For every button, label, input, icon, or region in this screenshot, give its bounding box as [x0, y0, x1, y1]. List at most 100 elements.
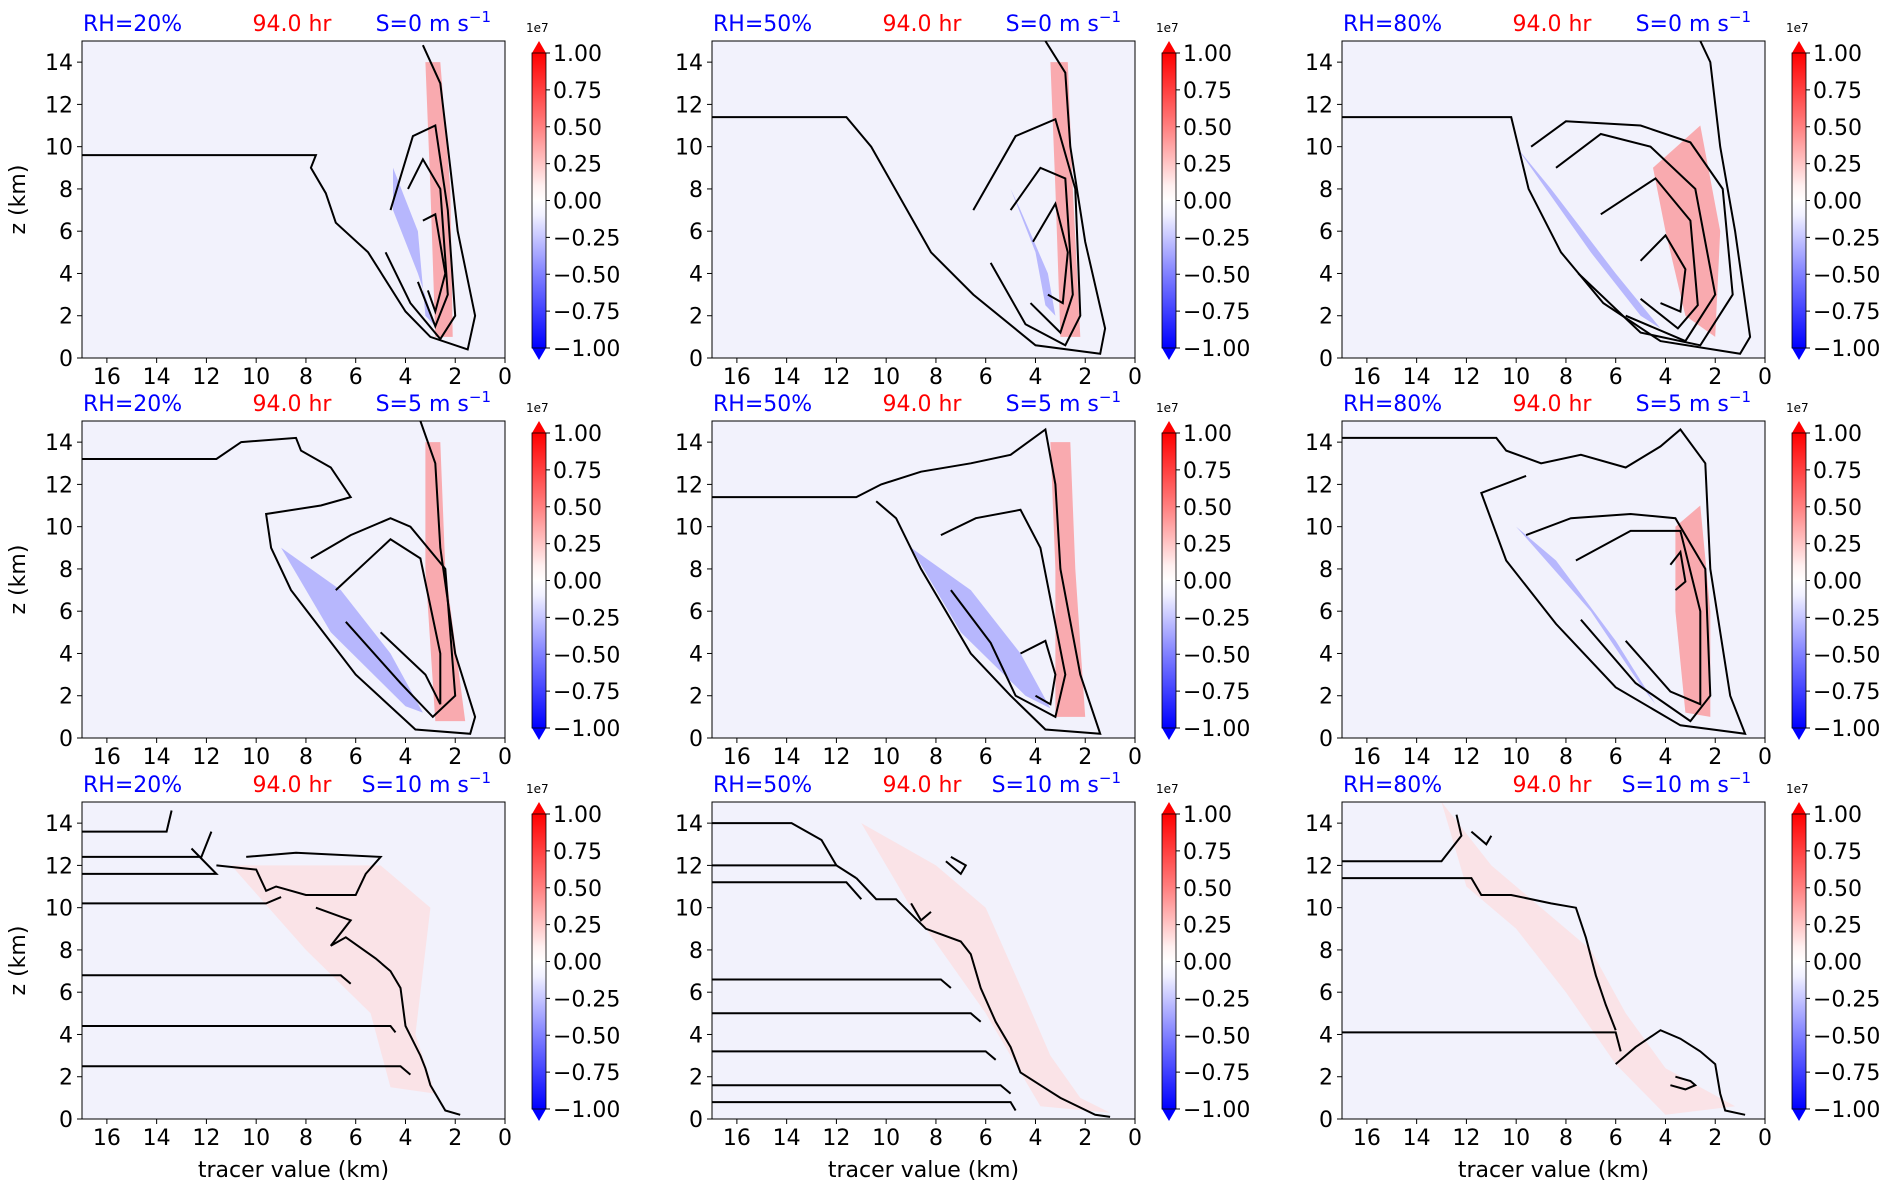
- x-tick-label: 4: [1028, 745, 1042, 770]
- x-tick-label: 2: [1078, 365, 1092, 390]
- title-rh: RH=50%: [713, 773, 812, 798]
- y-tick-label: 8: [59, 178, 73, 203]
- x-tick-label: 14: [773, 745, 801, 770]
- colorbar-tick-label: 0.00: [1813, 190, 1862, 215]
- x-tick-label: 2: [1078, 745, 1092, 770]
- plot-area: [712, 802, 1135, 1119]
- y-tick-label: 4: [59, 262, 73, 287]
- colorbar-scale-label: 1e7: [1786, 401, 1809, 415]
- colorbar-tick-label: −0.25: [1183, 226, 1250, 251]
- y-tick-label: 12: [45, 473, 73, 498]
- contour-line: [910, 902, 932, 922]
- colorbar-tick-label: 0.75: [553, 459, 602, 484]
- colorbar-scale-label: 1e7: [1786, 21, 1809, 35]
- contour-line: [1615, 1029, 1746, 1116]
- colorbar-tick-label: 0.50: [553, 496, 602, 521]
- x-tick-label: 16: [1353, 1126, 1381, 1151]
- contour-line: [1530, 120, 1734, 347]
- x-tick-label: 6: [1609, 1126, 1623, 1151]
- y-tick-label: 6: [59, 600, 73, 625]
- colorbar-tick-label: 0.75: [1183, 79, 1232, 104]
- colorbar-tick-label: 1.00: [1183, 803, 1232, 828]
- x-tick-label: 4: [1028, 1126, 1042, 1151]
- x-tick-label: 0: [1128, 365, 1142, 390]
- x-tick-label: 14: [143, 365, 171, 390]
- colorbar-scale-label: 1e7: [1786, 782, 1809, 796]
- colorbar-extend-max: [1792, 802, 1806, 814]
- y-tick-label: 0: [1319, 347, 1333, 372]
- contour-line: [712, 1101, 1017, 1112]
- title-time: 94.0 hr: [1513, 12, 1593, 37]
- y-axis-label: z (km): [6, 165, 31, 235]
- colorbar-scale-label: 1e7: [526, 782, 549, 796]
- colorbar-tick-label: −0.75: [553, 300, 620, 325]
- contour-line: [216, 851, 383, 896]
- colorbar-tick-label: 0.00: [1813, 951, 1862, 976]
- title-rh: RH=80%: [1343, 773, 1442, 798]
- colorbar-tick-label: −1.00: [1183, 1098, 1250, 1123]
- title-rh: RH=20%: [83, 773, 182, 798]
- y-tick-label: 6: [689, 600, 703, 625]
- colorbar-tick-label: −0.75: [1183, 680, 1250, 705]
- colorbar-tick-label: 0.50: [1813, 496, 1862, 521]
- x-tick-label: 2: [1708, 365, 1722, 390]
- x-tick-label: 4: [1028, 365, 1042, 390]
- colorbar: [1162, 814, 1176, 1109]
- colorbar-tick-label: −0.25: [553, 226, 620, 251]
- panel-6: 16 14 12 10 8 6 4 2 0 0 2 4 6 8 10 12 14 RH=80% 94.0 hr S=5…: [1305, 388, 1880, 770]
- contour-line: [1670, 1075, 1698, 1091]
- axes-frame: [711, 40, 1136, 359]
- colorbar-extend-min: [1162, 1109, 1176, 1121]
- colorbar-tick-label: 1.00: [1813, 803, 1862, 828]
- x-tick-label: 8: [299, 365, 313, 390]
- y-tick-label: 2: [689, 685, 703, 710]
- y-tick-label: 0: [1319, 1108, 1333, 1133]
- colorbar-tick-label: −0.75: [553, 1061, 620, 1086]
- y-tick-label: 4: [689, 262, 703, 287]
- colorbar-scale-label: 1e7: [1156, 401, 1179, 415]
- contour-line: [712, 1050, 997, 1061]
- y-tick-label: 6: [1319, 981, 1333, 1006]
- x-tick-label: 10: [872, 365, 900, 390]
- x-tick-label: 0: [1758, 365, 1772, 390]
- colorbar-tick-label: −1.00: [553, 337, 620, 362]
- title-shear: S=5 m s−1: [376, 388, 491, 417]
- title-rh: RH=20%: [83, 392, 182, 417]
- colorbar-tick-label: −0.75: [1813, 1061, 1880, 1086]
- x-tick-label: 4: [398, 745, 412, 770]
- colorbar-tick-label: −0.50: [1813, 643, 1880, 668]
- y-tick-label: 4: [689, 1023, 703, 1048]
- title-time: 94.0 hr: [253, 12, 333, 37]
- contour-line: [712, 1012, 982, 1023]
- colorbar-tick-label: 0.00: [553, 190, 602, 215]
- y-tick-label: 6: [1319, 220, 1333, 245]
- contour-line: [1525, 512, 1712, 723]
- y-tick-label: 10: [1305, 136, 1333, 161]
- y-tick-label: 2: [1319, 685, 1333, 710]
- x-tick-label: 12: [192, 365, 220, 390]
- contour-line: [1555, 132, 1717, 343]
- contour-line: [712, 1084, 1012, 1095]
- x-tick-label: 16: [93, 1126, 121, 1151]
- contour-line: [1669, 549, 1687, 591]
- y-tick-label: 8: [59, 939, 73, 964]
- axes-frame: [711, 801, 1136, 1120]
- x-axis-label: tracer value (km): [828, 1158, 1019, 1183]
- colorbar-tick-label: 0.25: [1813, 914, 1862, 939]
- title-time: 94.0 hr: [253, 773, 333, 798]
- panel-1: 16 14 12 10 8 6 4 2 0 0 2 4 6 8 10 12 14 z (km) RH=20% 94.0…: [6, 8, 620, 390]
- y-tick-label: 14: [1305, 431, 1333, 456]
- x-tick-label: 6: [349, 1126, 363, 1151]
- negative-anomaly-region: [393, 167, 436, 327]
- colorbar-tick-label: 0.50: [553, 116, 602, 141]
- axes-frame: [711, 420, 1136, 739]
- colorbar: [532, 433, 546, 728]
- x-tick-label: 14: [1403, 1126, 1431, 1151]
- contour-line: [82, 847, 219, 875]
- colorbar-tick-label: 0.25: [553, 533, 602, 558]
- colorbar-tick-label: 0.50: [1813, 877, 1862, 902]
- negative-anomaly-region: [1516, 146, 1661, 329]
- x-tick-label: 4: [1658, 745, 1672, 770]
- title-shear: S=10 m s−1: [362, 769, 491, 798]
- contour-line: [335, 538, 442, 705]
